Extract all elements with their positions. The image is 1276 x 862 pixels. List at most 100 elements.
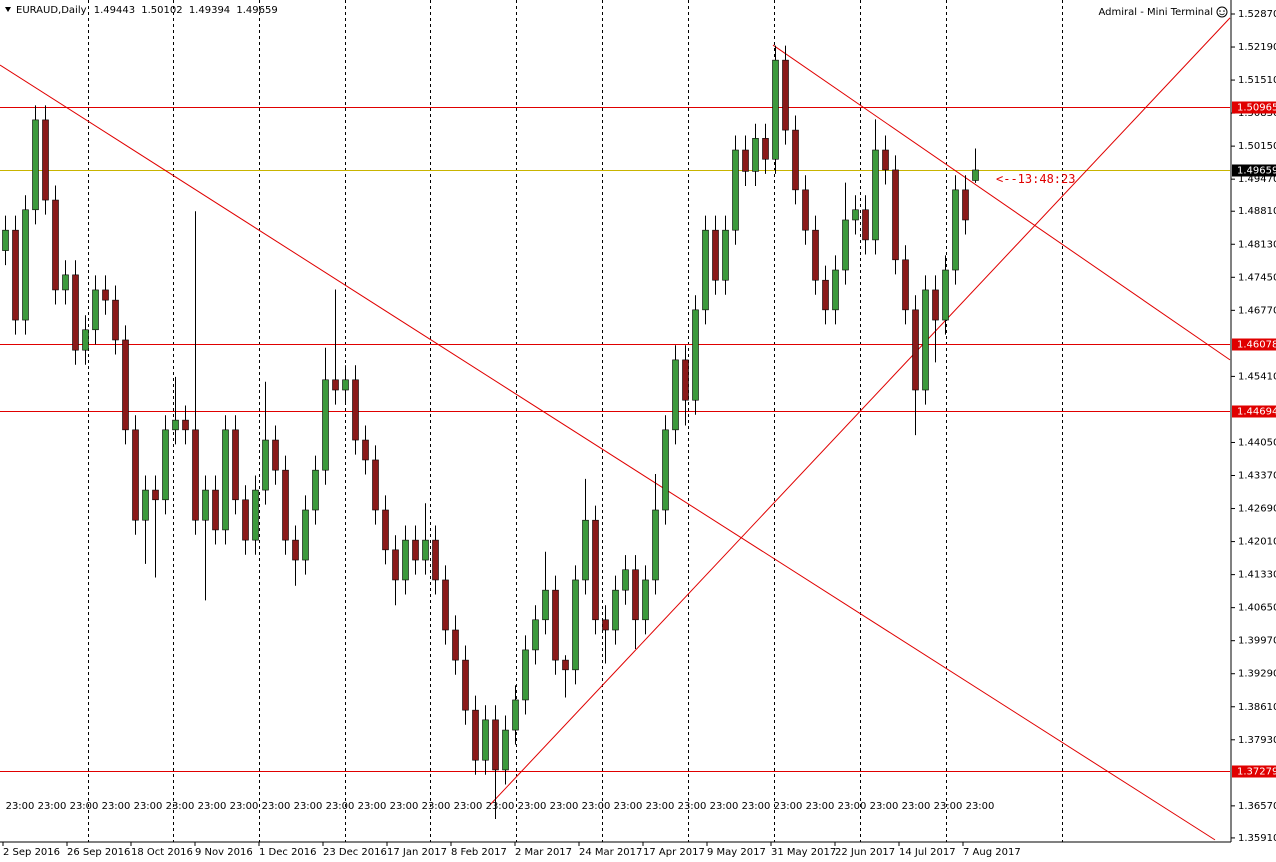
candle-body — [482, 719, 489, 761]
x-tick-label: 17 Apr 2017 — [643, 847, 705, 858]
x-tick-label: 1 Dec 2016 — [259, 847, 317, 858]
trend-line — [0, 64, 1216, 841]
candle-body — [272, 439, 279, 471]
candle-body — [522, 649, 529, 701]
x-tick-label: 2 Mar 2017 — [515, 847, 572, 858]
x-tick-label: 31 May 2017 — [771, 847, 836, 858]
time-label: 23:00 — [38, 801, 67, 812]
candle-body — [502, 729, 509, 771]
candle-body — [102, 289, 109, 301]
time-label: 23:00 — [390, 801, 419, 812]
candle-body — [252, 489, 259, 541]
x-tick-label: 26 Sep 2016 — [67, 847, 130, 858]
level-label: 1.50965 — [1237, 103, 1276, 114]
candle-body — [72, 274, 79, 351]
candle-body — [452, 629, 459, 661]
candle-body — [892, 169, 899, 261]
candle-body — [322, 379, 329, 471]
candle-body — [2, 229, 9, 251]
candle-body — [902, 259, 909, 311]
y-tick-label: 1.36570 — [1238, 801, 1276, 812]
time-label: 23:00 — [102, 801, 131, 812]
candle-body — [32, 119, 39, 211]
smiley-icon — [1216, 6, 1228, 18]
y-tick-label: 1.49470 — [1238, 174, 1276, 185]
y-tick-label: 1.48810 — [1238, 206, 1276, 217]
candle-body — [562, 659, 569, 671]
candle-body — [282, 469, 289, 541]
time-label: 23:00 — [838, 801, 867, 812]
candle-body — [292, 539, 299, 561]
y-tick-label: 1.50150 — [1238, 141, 1276, 152]
time-label: 23:00 — [6, 801, 35, 812]
candle-body — [332, 379, 339, 391]
candle-body — [842, 219, 849, 271]
candle-body — [732, 149, 739, 231]
time-label: 23:00 — [614, 801, 643, 812]
candle-body — [202, 489, 209, 521]
x-tick-label: 23 Dec 2016 — [323, 847, 387, 858]
price-label-box — [1232, 164, 1276, 177]
candle-body — [912, 309, 919, 391]
candle-body — [952, 189, 959, 271]
candle-body — [552, 589, 559, 661]
x-tick-label: 17 Jan 2017 — [387, 847, 447, 858]
price-label: 1.49659 — [1237, 166, 1276, 177]
candle-body — [932, 289, 939, 321]
candle-body — [112, 299, 119, 341]
time-label: 23:00 — [70, 801, 99, 812]
candle-body — [802, 189, 809, 231]
candle-body — [772, 59, 779, 160]
time-label: 23:00 — [294, 801, 323, 812]
y-tick-label: 1.50830 — [1238, 108, 1276, 119]
x-tick-label: 8 Feb 2017 — [451, 847, 507, 858]
candle-body — [492, 719, 499, 771]
header: EURAUD,Daily 1.49443 1.50102 1.49394 1.4… — [16, 5, 278, 16]
time-label: 23:00 — [582, 801, 611, 812]
x-tick-label: 18 Oct 2016 — [131, 847, 193, 858]
candle-body — [82, 329, 89, 351]
time-label: 23:00 — [422, 801, 451, 812]
candle-body — [792, 129, 799, 191]
candle-body — [92, 289, 99, 331]
candle-body — [652, 509, 659, 581]
plot-area — [0, 0, 1231, 842]
candle-body — [402, 539, 409, 581]
level-label: 1.44694 — [1237, 407, 1276, 418]
candle-body — [872, 149, 879, 241]
y-tick-label: 1.46770 — [1238, 305, 1276, 316]
level-label: 1.37279 — [1237, 767, 1276, 778]
time-label: 23:00 — [326, 801, 355, 812]
candle-body — [52, 199, 59, 291]
time-label: 23:00 — [198, 801, 227, 812]
last-high: 1.50102 — [141, 5, 182, 16]
terminal-label: Admiral - Mini Terminal — [1099, 7, 1213, 18]
candle-body — [662, 429, 669, 511]
candle-body — [572, 579, 579, 671]
candle-body — [922, 289, 929, 391]
y-tick-label: 1.41330 — [1238, 570, 1276, 581]
candle-body — [972, 169, 979, 181]
trend-line — [489, 17, 1231, 806]
x-tick-label: 9 Nov 2016 — [195, 847, 253, 858]
time-label: 23:00 — [806, 801, 835, 812]
last-low: 1.49394 — [189, 5, 230, 16]
candle-body — [12, 229, 19, 321]
candle-body — [642, 579, 649, 621]
candle-body — [632, 569, 639, 621]
y-tick-label: 1.44050 — [1238, 437, 1276, 448]
countdown: <--13:48:23 — [996, 172, 1075, 186]
candle-body — [742, 149, 749, 172]
time-label: 23:00 — [678, 801, 707, 812]
candle-body — [212, 489, 219, 531]
time-label: 23:00 — [550, 801, 579, 812]
candle-body — [852, 209, 859, 221]
candle-body — [152, 489, 159, 501]
candle-body — [62, 274, 69, 291]
time-label: 23:00 — [166, 801, 195, 812]
candle-body — [432, 539, 439, 581]
y-tick-label: 1.48130 — [1238, 239, 1276, 250]
candle-body — [172, 419, 179, 431]
x-tick-label: 22 Jun 2017 — [835, 847, 895, 858]
